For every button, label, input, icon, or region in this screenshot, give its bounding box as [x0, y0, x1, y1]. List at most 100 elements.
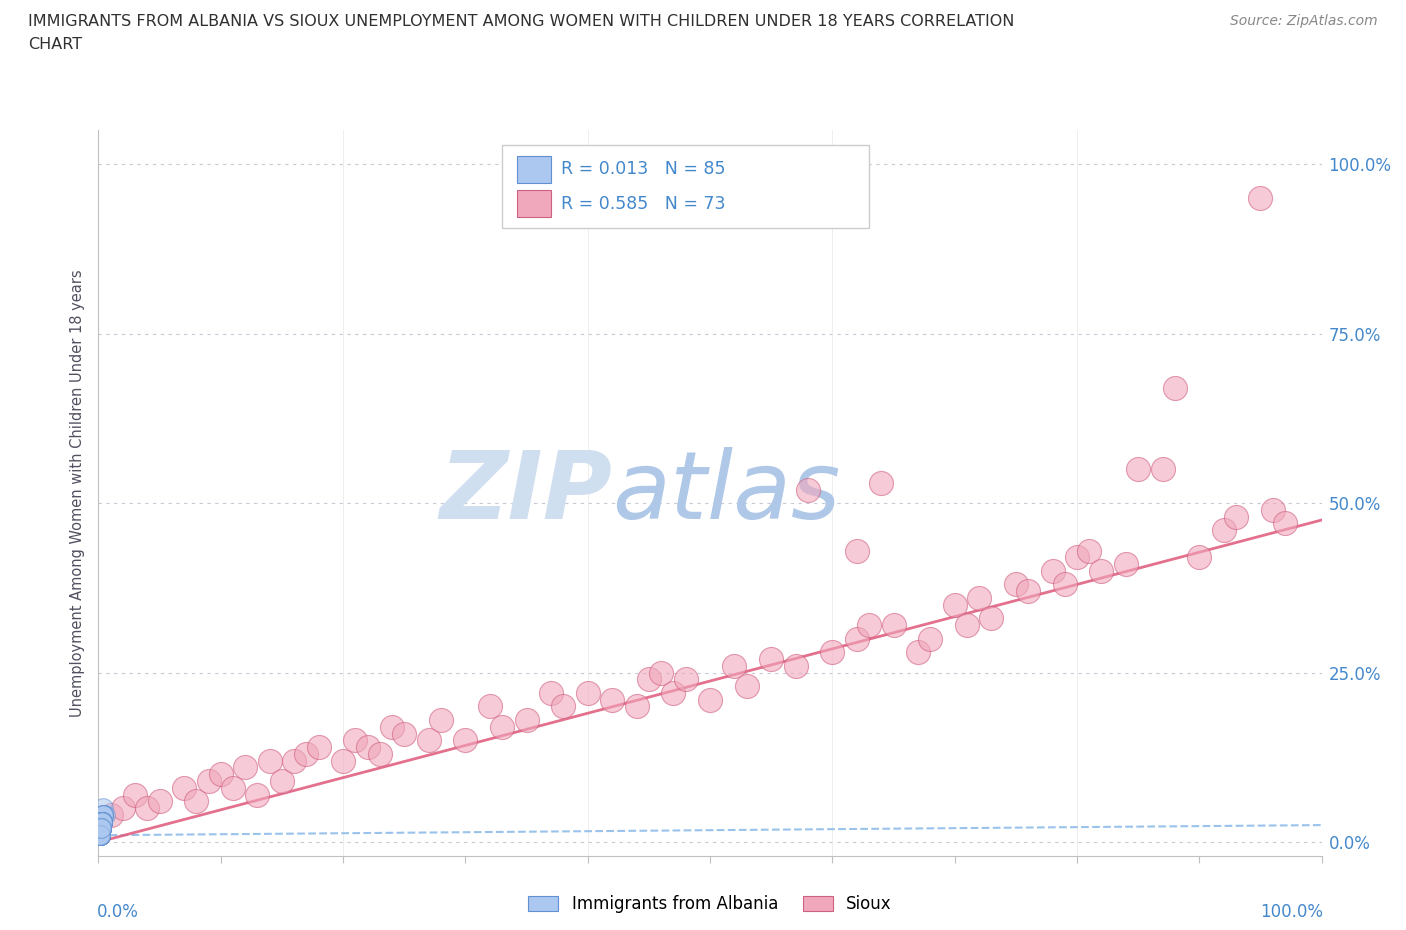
- Point: [90, 821, 112, 836]
- Point: [89, 828, 111, 843]
- Point: [785, 658, 807, 673]
- Text: atlas: atlas: [612, 447, 841, 538]
- Point: [1042, 564, 1064, 578]
- Point: [1212, 523, 1234, 538]
- Point: [90, 821, 112, 836]
- Point: [91, 801, 114, 816]
- Point: [91, 815, 114, 830]
- Point: [124, 787, 146, 802]
- Point: [90, 821, 112, 836]
- Point: [91, 815, 114, 830]
- Point: [883, 618, 905, 632]
- Point: [89, 828, 111, 843]
- Point: [650, 665, 672, 680]
- Point: [91, 815, 114, 830]
- Point: [90, 821, 112, 836]
- Text: IMMIGRANTS FROM ALBANIA VS SIOUX UNEMPLOYMENT AMONG WOMEN WITH CHILDREN UNDER 18: IMMIGRANTS FROM ALBANIA VS SIOUX UNEMPLO…: [28, 14, 1015, 29]
- Point: [858, 618, 880, 632]
- Point: [90, 821, 112, 836]
- Point: [90, 821, 112, 836]
- Point: [89, 828, 111, 843]
- Point: [91, 815, 114, 830]
- Point: [1004, 577, 1026, 591]
- Point: [943, 597, 966, 612]
- Point: [89, 828, 111, 843]
- Point: [478, 699, 501, 714]
- Point: [761, 652, 783, 667]
- Point: [91, 815, 114, 830]
- Point: [90, 821, 112, 836]
- Point: [356, 739, 378, 754]
- Point: [89, 828, 111, 843]
- Point: [209, 767, 232, 782]
- Point: [89, 828, 111, 843]
- Point: [491, 719, 513, 734]
- Text: CHART: CHART: [28, 37, 82, 52]
- Point: [89, 828, 111, 843]
- Point: [136, 801, 159, 816]
- Point: [845, 631, 868, 646]
- Point: [90, 821, 112, 836]
- Point: [197, 774, 219, 789]
- Point: [1115, 557, 1137, 572]
- Point: [246, 787, 269, 802]
- Point: [91, 807, 114, 822]
- Point: [430, 712, 453, 727]
- Point: [90, 821, 112, 836]
- Point: [90, 821, 112, 836]
- FancyBboxPatch shape: [517, 155, 551, 183]
- Point: [90, 821, 112, 836]
- Point: [89, 828, 111, 843]
- Text: Source: ZipAtlas.com: Source: ZipAtlas.com: [1230, 14, 1378, 28]
- Point: [90, 821, 112, 836]
- Point: [821, 644, 844, 659]
- Point: [89, 828, 111, 843]
- Point: [344, 733, 367, 748]
- Point: [735, 679, 758, 694]
- Point: [418, 733, 440, 748]
- Point: [90, 821, 112, 836]
- Text: R = 0.013   N = 85: R = 0.013 N = 85: [561, 160, 725, 178]
- FancyBboxPatch shape: [517, 190, 551, 218]
- Point: [149, 794, 172, 809]
- Point: [662, 685, 685, 700]
- Point: [89, 828, 111, 843]
- Point: [91, 815, 114, 830]
- Point: [308, 739, 330, 754]
- Point: [576, 685, 599, 700]
- Point: [89, 828, 111, 843]
- Point: [90, 821, 112, 836]
- Point: [295, 747, 318, 762]
- Point: [553, 699, 575, 714]
- Point: [980, 611, 1002, 626]
- Point: [907, 644, 929, 659]
- Point: [91, 815, 114, 830]
- Point: [1053, 577, 1076, 591]
- Legend: Immigrants from Albania, Sioux: Immigrants from Albania, Sioux: [522, 888, 898, 920]
- Point: [91, 815, 114, 830]
- Point: [270, 774, 294, 789]
- Point: [91, 815, 114, 830]
- Point: [90, 821, 112, 836]
- Point: [638, 671, 661, 686]
- Point: [186, 794, 208, 809]
- Point: [111, 801, 134, 816]
- Point: [90, 821, 112, 836]
- Point: [89, 828, 111, 843]
- Point: [967, 591, 990, 605]
- Point: [1225, 510, 1247, 525]
- Point: [91, 807, 114, 822]
- Point: [1078, 543, 1101, 558]
- Point: [956, 618, 979, 632]
- Point: [90, 821, 112, 836]
- Point: [91, 815, 114, 830]
- Point: [89, 828, 111, 843]
- Point: [1249, 191, 1271, 206]
- Point: [89, 828, 111, 843]
- Point: [89, 828, 111, 843]
- Point: [90, 821, 112, 836]
- Point: [1066, 550, 1088, 565]
- Point: [173, 780, 195, 795]
- Point: [91, 815, 114, 830]
- Point: [1274, 516, 1296, 531]
